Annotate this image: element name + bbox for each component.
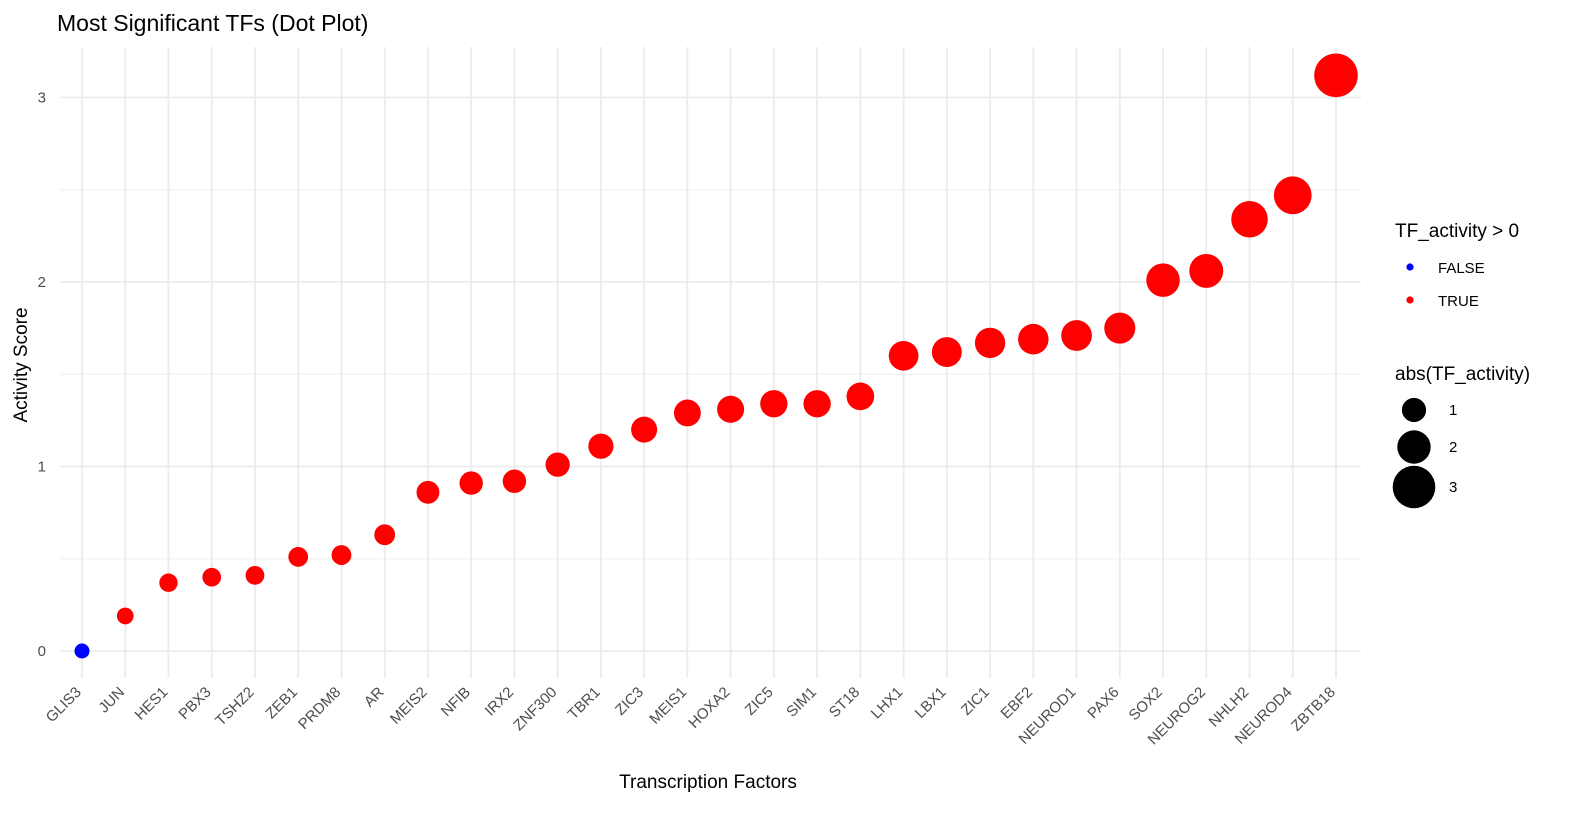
data-point-nhlh2 [1231,201,1268,238]
size-legend-key-1 [1401,397,1427,423]
data-point-zic5 [760,390,788,418]
x-axis-title: Transcription Factors [619,772,797,793]
size-legend-label-1: 1 [1449,402,1457,419]
x-tick-label: EBF2 [998,684,1037,723]
x-tick-label: GLIS3 [43,684,85,726]
x-tick-label: ZIC1 [958,684,993,719]
data-point-pbx3 [202,567,222,587]
x-tick-label: IRX2 [482,684,518,720]
data-point-prdm8 [331,545,352,565]
data-point-hes1 [159,573,178,592]
x-tick-label: AR [361,684,388,711]
y-tick-label: 2 [38,274,46,291]
x-tick-label: PAX6 [1084,684,1122,722]
x-tick-label: LHX1 [868,684,907,723]
x-tick-label: JUN [95,684,128,717]
data-points [74,53,1358,659]
x-tick-label: SOX2 [1126,684,1166,724]
x-tick-label: ZEB1 [262,684,301,723]
size-legend-label-2: 2 [1449,439,1457,456]
y-axis-ticks: 0 1 2 3 [38,90,46,661]
data-point-zic3 [631,416,658,443]
x-tick-label: MEIS2 [387,684,431,728]
plot-grid [60,47,1361,678]
data-point-neurod1 [1061,320,1092,351]
data-point-lbx1 [931,337,962,368]
data-point-meis2 [416,480,440,504]
data-point-irx2 [502,469,527,493]
data-point-zic1 [974,327,1006,359]
data-point-ar [374,524,396,546]
data-point-st18 [846,382,875,411]
size-legend-title: abs(TF_activity) [1395,364,1530,385]
data-point-sim1 [803,390,831,418]
data-point-zbtb18 [1314,53,1358,98]
size-legend-key-3 [1392,465,1436,509]
x-tick-label: ZNF300 [510,684,560,734]
chart-title: Most Significant TFs (Dot Plot) [57,10,368,36]
x-tick-label: PBX3 [175,684,214,723]
data-point-ebf2 [1018,323,1049,355]
data-point-meis1 [673,399,701,427]
x-tick-label: TSHZ2 [212,684,258,730]
data-point-sox2 [1146,263,1180,297]
data-point-tshz2 [245,565,265,585]
x-tick-label: NFIB [438,684,474,720]
size-legend-items: 1 2 3 [1392,397,1457,509]
x-tick-label: ST18 [826,684,863,721]
data-point-neurog2 [1189,253,1224,288]
data-point-glis3 [74,643,90,659]
legend-key-true [1406,296,1414,304]
y-tick-label: 0 [38,643,46,660]
data-point-neurod4 [1273,176,1312,215]
data-point-tbr1 [588,433,614,459]
data-point-zeb1 [288,547,309,567]
data-point-znf300 [545,452,570,477]
x-tick-label: LBX1 [912,684,950,722]
color-legend-title: TF_activity > 0 [1395,221,1519,242]
legend-key-false [1406,263,1414,271]
x-tick-label: SIM1 [783,684,820,721]
x-tick-label: ZIC5 [742,684,777,719]
color-legend-items: FALSE TRUE [1406,260,1485,310]
y-tick-label: 1 [38,459,46,476]
x-tick-label: HOXA2 [685,684,733,732]
data-point-jun [116,607,134,625]
size-legend-key-2 [1397,430,1431,464]
data-point-lhx1 [888,340,919,371]
y-tick-label: 3 [38,90,46,107]
data-point-hoxa2 [717,395,745,423]
x-tick-label: HES1 [132,684,172,724]
legend-label-true: TRUE [1438,293,1479,310]
legend-label-false: FALSE [1438,260,1485,277]
data-point-pax6 [1104,312,1136,344]
size-legend-label-3: 3 [1449,479,1457,496]
x-tick-label: PRDM8 [295,684,344,733]
data-point-nfib [459,471,483,495]
x-tick-label: ZIC3 [612,684,647,719]
x-tick-label: ZBTB18 [1288,684,1339,735]
legend: TF_activity > 0 FALSE TRUE abs(TF_activit… [1392,221,1530,509]
x-tick-label: TBR1 [565,684,604,723]
y-axis-title: Activity Score [11,307,32,422]
x-tick-label: MEIS1 [646,684,690,728]
